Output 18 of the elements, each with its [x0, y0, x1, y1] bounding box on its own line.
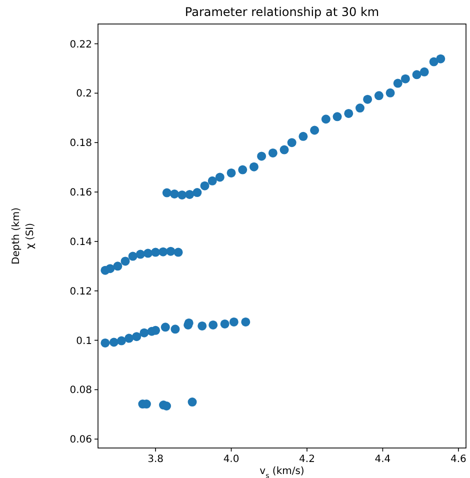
y-axis-title: Depth (km) [11, 207, 22, 264]
y-tick-label: 0.2 [76, 88, 92, 100]
y-tick-label: 0.14 [70, 236, 92, 248]
y-tick-label: 0.1 [76, 336, 92, 347]
y-tick-label: 0.18 [70, 138, 92, 150]
text: χ (SI) [25, 222, 36, 250]
x-tick-label: 4.6 [450, 454, 466, 465]
x-axis-title: v$_{s}$ (km/s) [260, 466, 304, 478]
x-tick-label: 4.4 [374, 454, 391, 465]
y-tick-label: 0.06 [70, 434, 92, 446]
y-tick-label: 0.16 [70, 188, 92, 199]
x-tick-label: 3.8 [148, 454, 164, 465]
x-tick-label: 4.2 [299, 454, 315, 465]
chart-title: Parameter relationship at 30 km [184, 5, 380, 19]
y-tick-label: 0.12 [70, 286, 92, 298]
x-tick-label: 4.0 [223, 454, 240, 465]
y-tick-label: 0.08 [70, 385, 92, 396]
y-tick-label: 0.22 [70, 39, 92, 50]
